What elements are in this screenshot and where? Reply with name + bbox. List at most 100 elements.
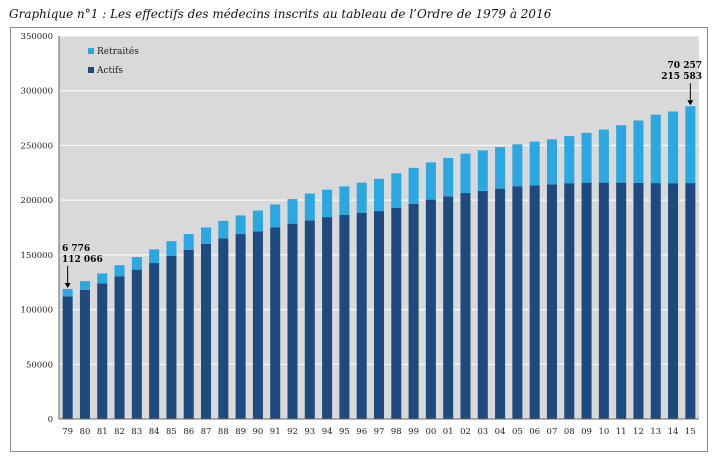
annotation-label: 112 066 <box>62 255 103 265</box>
bar-retraites-97 <box>373 178 385 212</box>
bar-retraites-84 <box>149 249 160 264</box>
bar-retraites-89 <box>235 215 246 235</box>
bar-actifs-95 <box>339 214 350 419</box>
y-tick-label: 350000 <box>21 32 53 42</box>
x-tick-label: 80 <box>80 427 91 437</box>
bar-retraites-14 <box>668 111 679 184</box>
bar-actifs-93 <box>304 220 315 419</box>
bar-actifs-92 <box>287 223 298 419</box>
x-tick-label: 88 <box>218 427 229 437</box>
bar-retraites-06 <box>529 141 540 186</box>
x-tick-label: 00 <box>425 427 436 437</box>
bar-retraites-93 <box>304 193 315 221</box>
bar-actifs-96 <box>356 212 367 419</box>
bar-retraites-87 <box>201 227 212 244</box>
bar-actifs-12 <box>633 182 644 419</box>
bar-retraites-92 <box>287 199 298 224</box>
bar-retraites-80 <box>79 281 90 290</box>
bar-actifs-13 <box>650 183 661 419</box>
x-tick-label: 98 <box>391 427 402 437</box>
bar-retraites-96 <box>356 182 367 213</box>
x-tick-label: 85 <box>166 427 177 437</box>
y-tick-label: 0 <box>48 415 53 425</box>
bar-actifs-94 <box>322 217 333 419</box>
bar-actifs-15 <box>685 183 696 419</box>
bar-retraites-07 <box>546 139 557 185</box>
x-tick-label: 91 <box>270 427 281 437</box>
x-tick-label: 02 <box>460 427 471 437</box>
bar-retraites-01 <box>443 158 454 197</box>
y-tick-label: 250000 <box>21 141 53 151</box>
x-tick-label: 06 <box>529 427 540 437</box>
bar-retraites-12 <box>633 120 644 183</box>
x-tick-label: 97 <box>374 427 385 437</box>
x-tick-label: 12 <box>633 427 644 437</box>
x-tick-label: 99 <box>408 427 419 437</box>
bar-actifs-06 <box>529 185 540 419</box>
x-tick-label: 94 <box>322 427 333 437</box>
arrow-head-icon <box>687 100 694 106</box>
bar-retraites-91 <box>270 204 281 228</box>
bar-actifs-82 <box>114 276 125 419</box>
y-axis: 0 50000 100000 150000 200000 250000 300000 3500… <box>21 32 699 425</box>
x-tick-label: 96 <box>356 427 367 437</box>
x-tick-label: 03 <box>477 427 488 437</box>
bar-retraites-00 <box>425 162 436 200</box>
x-tick-label: 13 <box>650 427 661 437</box>
bar-actifs-89 <box>235 234 246 419</box>
x-tick-label: 95 <box>339 427 350 437</box>
y-tick-label: 150000 <box>21 251 53 261</box>
bar-actifs-05 <box>512 186 523 419</box>
chart-frame <box>10 27 708 452</box>
x-tick-label: 04 <box>495 427 506 437</box>
y-tick-label: 50000 <box>26 360 53 370</box>
x-tick-label: 93 <box>304 427 315 437</box>
bar-actifs-10 <box>598 182 609 419</box>
x-tick-label: 89 <box>235 427 246 437</box>
bar-actifs-81 <box>97 283 108 419</box>
y-tick-label: 300000 <box>21 87 53 97</box>
bar-retraites-09 <box>581 132 592 183</box>
bar-retraites-13 <box>650 114 661 184</box>
bar-actifs-87 <box>201 243 212 419</box>
bar-retraites-04 <box>495 147 506 189</box>
bar-actifs-99 <box>408 203 419 419</box>
annotation-label: 6 776 <box>62 244 90 254</box>
bar-actifs-84 <box>149 263 160 419</box>
bar-actifs-86 <box>183 249 194 419</box>
bar-actifs-90 <box>252 231 263 419</box>
bar-retraites-83 <box>131 257 142 270</box>
bar-actifs-02 <box>460 193 471 419</box>
x-tick-label: 84 <box>149 427 160 437</box>
bar-actifs-79 <box>62 296 73 419</box>
bar-retraites-02 <box>460 153 471 194</box>
x-tick-label: 11 <box>616 427 627 437</box>
bar-actifs-07 <box>546 184 557 419</box>
x-tick-label: 79 <box>62 427 73 437</box>
bar-actifs-04 <box>495 188 506 419</box>
legend-swatch-actifs <box>88 67 94 73</box>
x-tick-label: 14 <box>668 427 679 437</box>
bar-actifs-00 <box>425 199 436 419</box>
bars-group <box>62 106 696 419</box>
bar-retraites-82 <box>114 265 125 277</box>
arrow-head-icon <box>64 282 71 288</box>
annotation-label: 215 583 <box>661 72 702 82</box>
bar-retraites-98 <box>391 173 402 208</box>
bar-actifs-83 <box>131 269 142 419</box>
bar-actifs-08 <box>564 183 575 419</box>
x-tick-label: 05 <box>512 427 523 437</box>
x-tick-label: 08 <box>564 427 575 437</box>
bar-retraites-99 <box>408 167 419 204</box>
x-tick-label: 87 <box>201 427 212 437</box>
x-tick-label: 90 <box>253 427 264 437</box>
annotation-label: 70 257 <box>668 61 702 71</box>
bar-retraites-03 <box>477 150 488 191</box>
bar-actifs-91 <box>270 227 281 419</box>
legend: Retraités Actifs <box>88 46 139 76</box>
bar-retraites-90 <box>252 210 263 232</box>
bar-actifs-80 <box>79 289 90 419</box>
x-tick-label: 01 <box>443 427 454 437</box>
